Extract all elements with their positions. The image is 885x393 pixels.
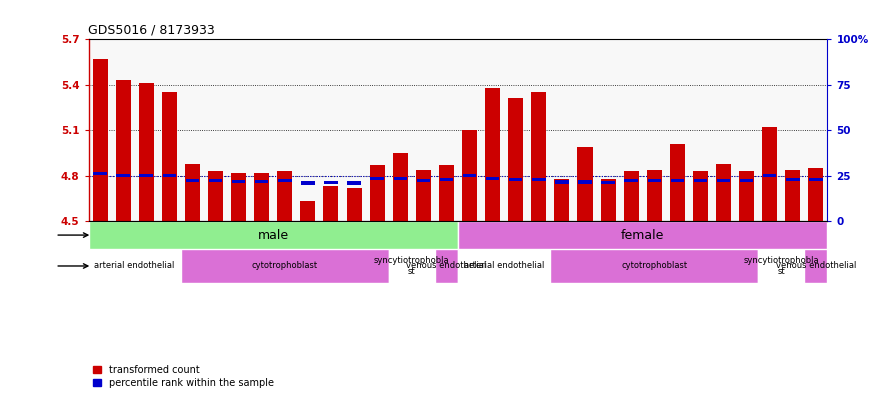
Bar xyxy=(389,249,435,283)
Bar xyxy=(601,181,615,184)
Bar xyxy=(809,178,823,181)
Bar xyxy=(277,171,292,221)
Bar xyxy=(116,80,131,221)
Bar xyxy=(578,147,592,221)
Bar xyxy=(458,221,827,249)
Bar xyxy=(416,170,431,221)
Bar xyxy=(417,178,430,182)
Bar xyxy=(370,165,385,221)
Bar xyxy=(601,179,616,221)
Bar xyxy=(324,186,338,221)
Text: syncytiotrophobla
st: syncytiotrophobla st xyxy=(743,256,820,275)
Bar xyxy=(648,179,661,182)
Bar xyxy=(716,163,731,221)
Bar xyxy=(458,249,550,283)
Bar xyxy=(508,98,523,221)
Bar xyxy=(393,153,408,221)
Bar xyxy=(93,59,108,221)
Bar xyxy=(208,171,223,221)
Bar xyxy=(670,144,685,221)
Bar xyxy=(693,171,708,221)
Bar xyxy=(93,172,107,175)
Bar xyxy=(181,249,389,283)
Text: female: female xyxy=(621,229,665,242)
Bar xyxy=(550,249,758,283)
Bar xyxy=(531,92,546,221)
Bar xyxy=(763,174,776,177)
Bar xyxy=(758,249,804,283)
Text: GDS5016 / 8173933: GDS5016 / 8173933 xyxy=(88,24,215,37)
Bar xyxy=(739,171,754,221)
Bar xyxy=(624,171,639,221)
Bar xyxy=(347,181,361,185)
Bar xyxy=(162,92,177,221)
Legend: transformed count, percentile rank within the sample: transformed count, percentile rank withi… xyxy=(93,365,274,388)
Bar xyxy=(232,180,245,183)
Bar xyxy=(808,168,823,221)
Bar xyxy=(486,177,499,180)
Bar xyxy=(278,179,291,182)
Bar xyxy=(462,130,477,221)
Text: venous endothelial: venous endothelial xyxy=(776,261,856,270)
Bar xyxy=(786,178,799,181)
Bar xyxy=(532,178,545,181)
Bar xyxy=(509,178,522,181)
Bar xyxy=(740,178,753,182)
Bar xyxy=(371,177,384,180)
Bar xyxy=(324,181,338,184)
Bar xyxy=(485,88,500,221)
Bar xyxy=(117,174,130,177)
Bar xyxy=(625,179,638,182)
Bar xyxy=(394,177,407,180)
Bar xyxy=(578,180,592,184)
Bar xyxy=(463,174,476,177)
Bar xyxy=(163,174,176,177)
Bar xyxy=(647,170,662,221)
Bar xyxy=(300,202,315,221)
Bar xyxy=(88,221,458,249)
Bar xyxy=(555,180,569,184)
Bar xyxy=(435,249,458,283)
Text: arterial endothelial: arterial endothelial xyxy=(95,261,175,270)
Text: male: male xyxy=(258,229,289,242)
Bar xyxy=(88,249,181,283)
Bar xyxy=(301,181,315,185)
Bar xyxy=(717,179,730,182)
Bar xyxy=(671,179,684,182)
Text: venous endothelial: venous endothelial xyxy=(406,261,487,270)
Bar xyxy=(440,178,453,181)
Bar xyxy=(439,165,454,221)
Text: cytotrophoblast: cytotrophoblast xyxy=(251,261,318,270)
Bar xyxy=(694,179,707,182)
Bar xyxy=(140,174,153,177)
Text: arterial endothelial: arterial endothelial xyxy=(464,261,544,270)
Bar xyxy=(347,188,362,221)
Bar xyxy=(554,179,569,221)
Text: cytotrophoblast: cytotrophoblast xyxy=(621,261,688,270)
Bar xyxy=(762,127,777,221)
Bar xyxy=(785,170,800,221)
Bar xyxy=(804,249,827,283)
Bar xyxy=(186,179,199,182)
Bar xyxy=(254,173,269,221)
Bar xyxy=(231,173,246,221)
Text: syncytiotrophobla
st: syncytiotrophobla st xyxy=(374,256,450,275)
Bar xyxy=(139,83,154,221)
Bar xyxy=(255,180,268,183)
Bar xyxy=(209,179,222,182)
Bar xyxy=(185,163,200,221)
